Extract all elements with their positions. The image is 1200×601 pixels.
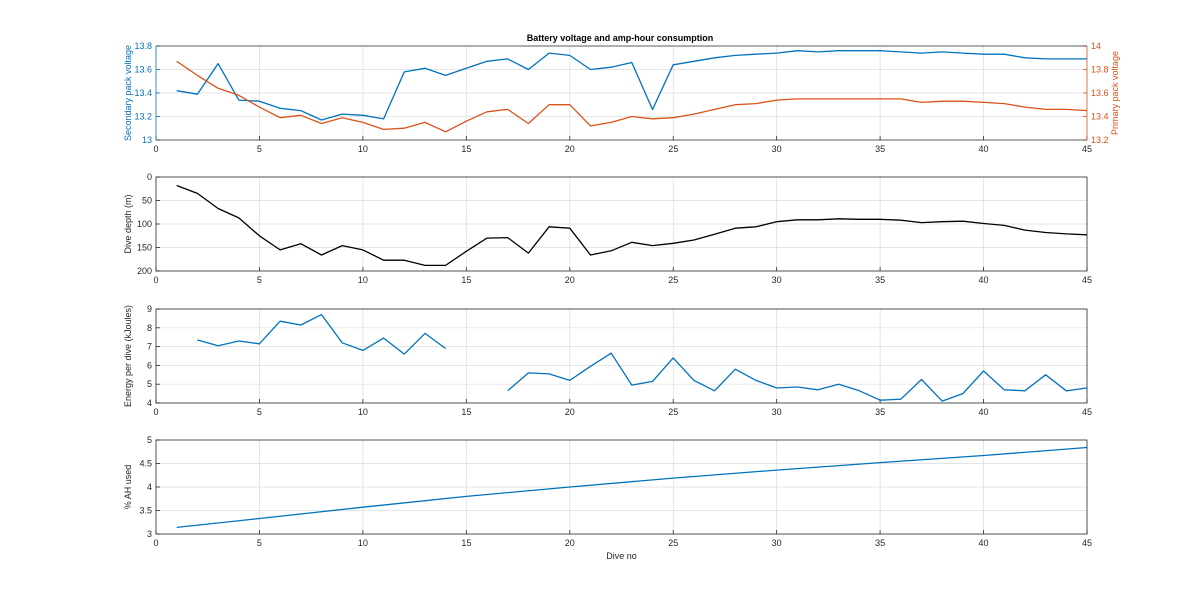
x-tick-label: 30 [772,144,782,154]
x-tick-label: 10 [358,538,368,548]
y-tick-label: 4.5 [139,459,152,469]
x-tick-label: 20 [565,538,575,548]
depth-panel: 0 5 10 15 20 25 30 35 40 45 0 50 100 150 200 Dive depth… [123,172,1092,285]
x-tick-label: 40 [979,407,989,417]
y-tick-label: 13.2 [134,112,152,122]
figure-title: Battery voltage and amp-hour consumption [527,33,714,43]
x-tick-label: 35 [875,407,885,417]
y-tick-label: 6 [147,360,152,370]
series-line-0 [176,50,1087,121]
y-axis-label: Energy per dive (kJoules) [123,305,133,407]
x-axis-label: Dive no [606,551,637,561]
x-tick-label: 0 [153,275,158,285]
y2-tick-label: 13.4 [1091,112,1109,122]
y-tick-label: 13 [142,135,152,145]
x-tick-label: 35 [875,538,885,548]
x-tick-label: 45 [1082,538,1092,548]
series-line-1 [507,352,1088,402]
x-tick-label: 10 [358,407,368,417]
y-tick-label: 3 [147,529,152,539]
x-tick-label: 35 [875,275,885,285]
y-axis-label: % AH used [123,465,133,510]
y2-tick-label: 14 [1091,41,1101,51]
x-tick-label: 35 [875,144,885,154]
y-tick-label: 5 [147,435,152,445]
y-axis-label: Secondary pack voltage [123,45,133,141]
plot-area [156,309,1087,403]
y-tick-label: 9 [147,304,152,314]
y-tick-label: 7 [147,342,152,352]
y-tick-label: 13.4 [134,88,152,98]
y-tick-label: 150 [137,243,152,253]
x-tick-label: 45 [1082,407,1092,417]
x-tick-label: 30 [772,275,782,285]
series-line-1 [176,60,1088,133]
axes-box [155,176,1088,272]
y-tick-label: 4 [147,482,152,492]
y-tick-label: 50 [142,196,152,206]
x-tick-label: 25 [668,407,678,417]
x-tick-label: 15 [461,144,471,154]
y2-tick-label: 13.2 [1091,135,1109,145]
x-tick-label: 15 [461,275,471,285]
y-tick-label: 8 [147,323,152,333]
y-tick-label: 4 [147,398,152,408]
y-tick-label: 100 [137,219,152,229]
x-tick-label: 15 [461,407,471,417]
x-tick-label: 0 [153,538,158,548]
x-tick-label: 0 [153,407,158,417]
y-axis-label: Dive depth (m) [123,194,133,253]
x-tick-label: 20 [565,144,575,154]
x-tick-label: 40 [979,275,989,285]
x-tick-label: 30 [772,407,782,417]
y-tick-label: 0 [147,172,152,182]
x-tick-label: 5 [257,275,262,285]
voltage-panel: 0 5 10 15 20 25 30 35 40 45 13 13.2 13.4 13.6 13.8 13.2… [123,41,1120,154]
x-tick-label: 5 [257,538,262,548]
y-tick-label: 13.8 [134,41,152,51]
y-tick-label: 13.6 [134,65,152,75]
x-tick-label: 45 [1082,144,1092,154]
x-tick-label: 20 [565,275,575,285]
x-tick-label: 25 [668,144,678,154]
y-tick-label: 5 [147,379,152,389]
series-line-0 [197,313,446,355]
x-tick-label: 40 [979,144,989,154]
x-tick-label: 10 [358,275,368,285]
x-tick-label: 5 [257,407,262,417]
axes-box [155,439,1088,535]
series-line-0 [176,446,1088,529]
x-tick-label: 15 [461,538,471,548]
x-tick-label: 25 [668,275,678,285]
ah-used-panel: 0 5 10 15 20 25 30 35 40 45 3 3.5 4 4.5 5 % AH used Dive… [123,435,1092,561]
series-line-0 [176,184,1088,267]
y2-tick-label: 13.8 [1091,65,1109,75]
x-tick-label: 30 [772,538,782,548]
y2-tick-label: 13.6 [1091,88,1109,98]
x-tick-label: 45 [1082,275,1092,285]
x-tick-label: 10 [358,144,368,154]
x-tick-label: 25 [668,538,678,548]
x-tick-label: 0 [153,144,158,154]
axes-box [155,308,1088,404]
y2-axis-label: Primary pack voltage [1110,51,1120,135]
x-tick-label: 5 [257,144,262,154]
y-tick-label: 200 [137,266,152,276]
x-tick-label: 40 [979,538,989,548]
x-tick-label: 20 [565,407,575,417]
y-tick-label: 3.5 [139,506,152,516]
